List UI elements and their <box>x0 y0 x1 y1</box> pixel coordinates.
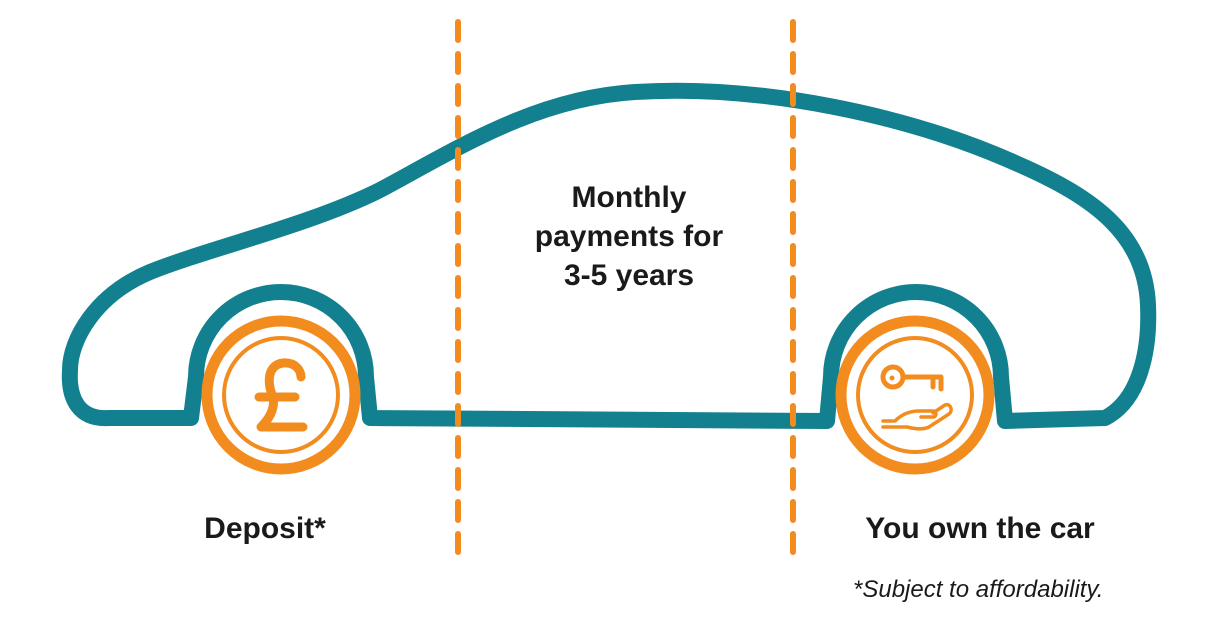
footnote: *Subject to affordability. <box>853 576 1103 604</box>
label-own: You own the car <box>800 509 1160 548</box>
car-finance-diagram: Deposit* Monthly payments for 3-5 years … <box>0 0 1226 628</box>
label-monthly-line: payments for <box>469 217 789 256</box>
label-monthly-line: Monthly <box>469 178 789 217</box>
wheel-right <box>841 321 989 469</box>
label-monthly-line: 3-5 years <box>469 256 789 295</box>
label-deposit: Deposit* <box>115 509 415 548</box>
label-monthly: Monthly payments for 3-5 years <box>469 178 789 295</box>
wheel-left <box>207 321 355 469</box>
